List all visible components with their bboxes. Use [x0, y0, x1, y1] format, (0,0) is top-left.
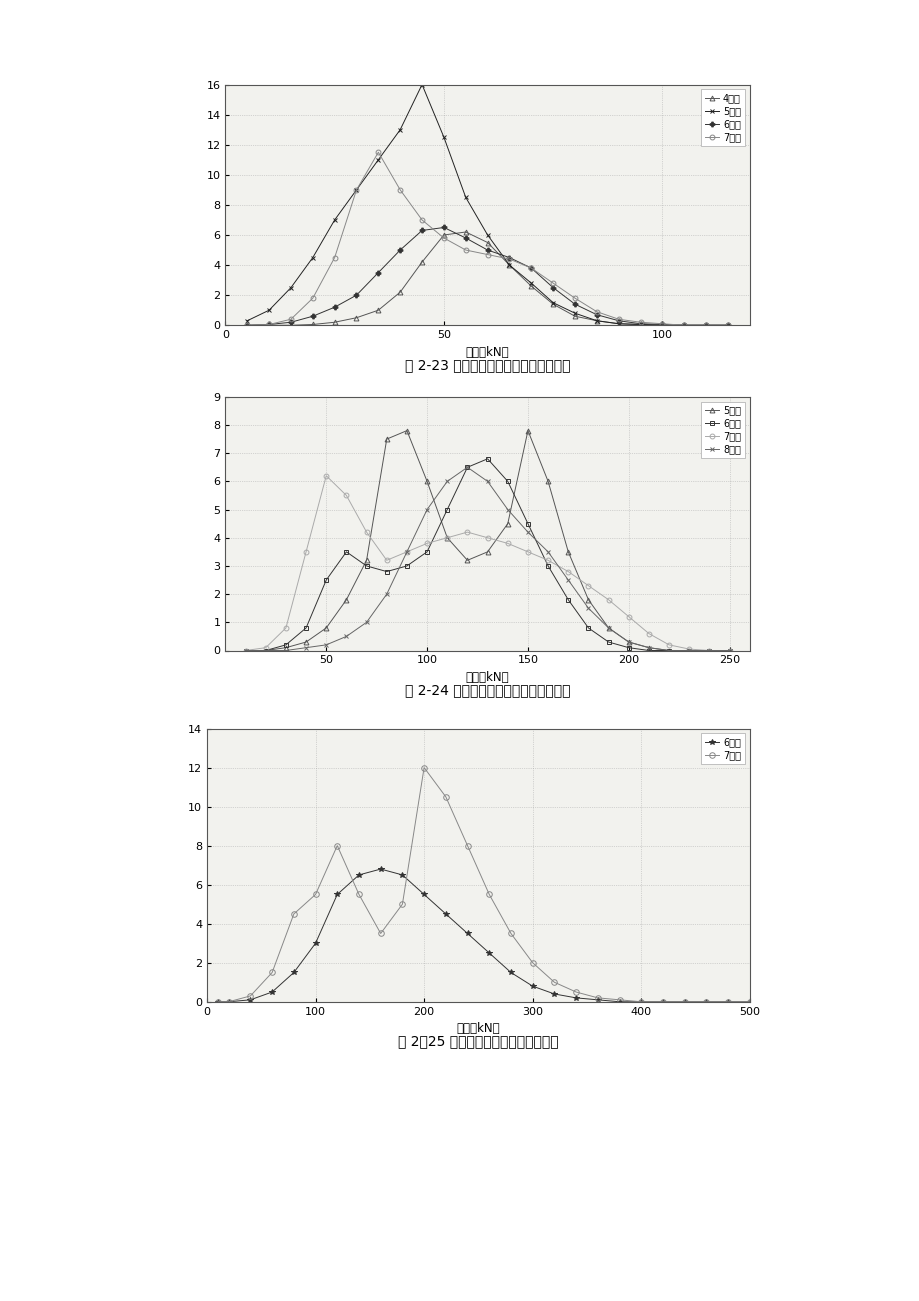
- Text: 图 2-23 部分车辆类型的单轴单胎轴载谱: 图 2-23 部分车辆类型的单轴单胎轴载谱: [404, 358, 570, 372]
- X-axis label: 轴重（kN）: 轴重（kN）: [456, 1023, 500, 1036]
- Text: 图 2-24 部分车辆类型的单轴双胎轴载谱: 图 2-24 部分车辆类型的单轴双胎轴载谱: [404, 683, 570, 697]
- Text: 图 2％25 部分车辆类型的双联轴轴载谱: 图 2％25 部分车辆类型的双联轴轴载谱: [398, 1034, 558, 1049]
- Legend: 5类车, 6类车, 7类车, 8类车: 5类车, 6类车, 7类车, 8类车: [700, 402, 744, 458]
- Legend: 4类车, 5类车, 6类车, 7类车: 4类车, 5类车, 6类车, 7类车: [700, 90, 744, 146]
- X-axis label: 轴重（kN）: 轴重（kN）: [465, 346, 509, 359]
- Legend: 6类车, 7类车: 6类车, 7类车: [700, 734, 744, 764]
- X-axis label: 轴重（kN）: 轴重（kN）: [465, 671, 509, 684]
